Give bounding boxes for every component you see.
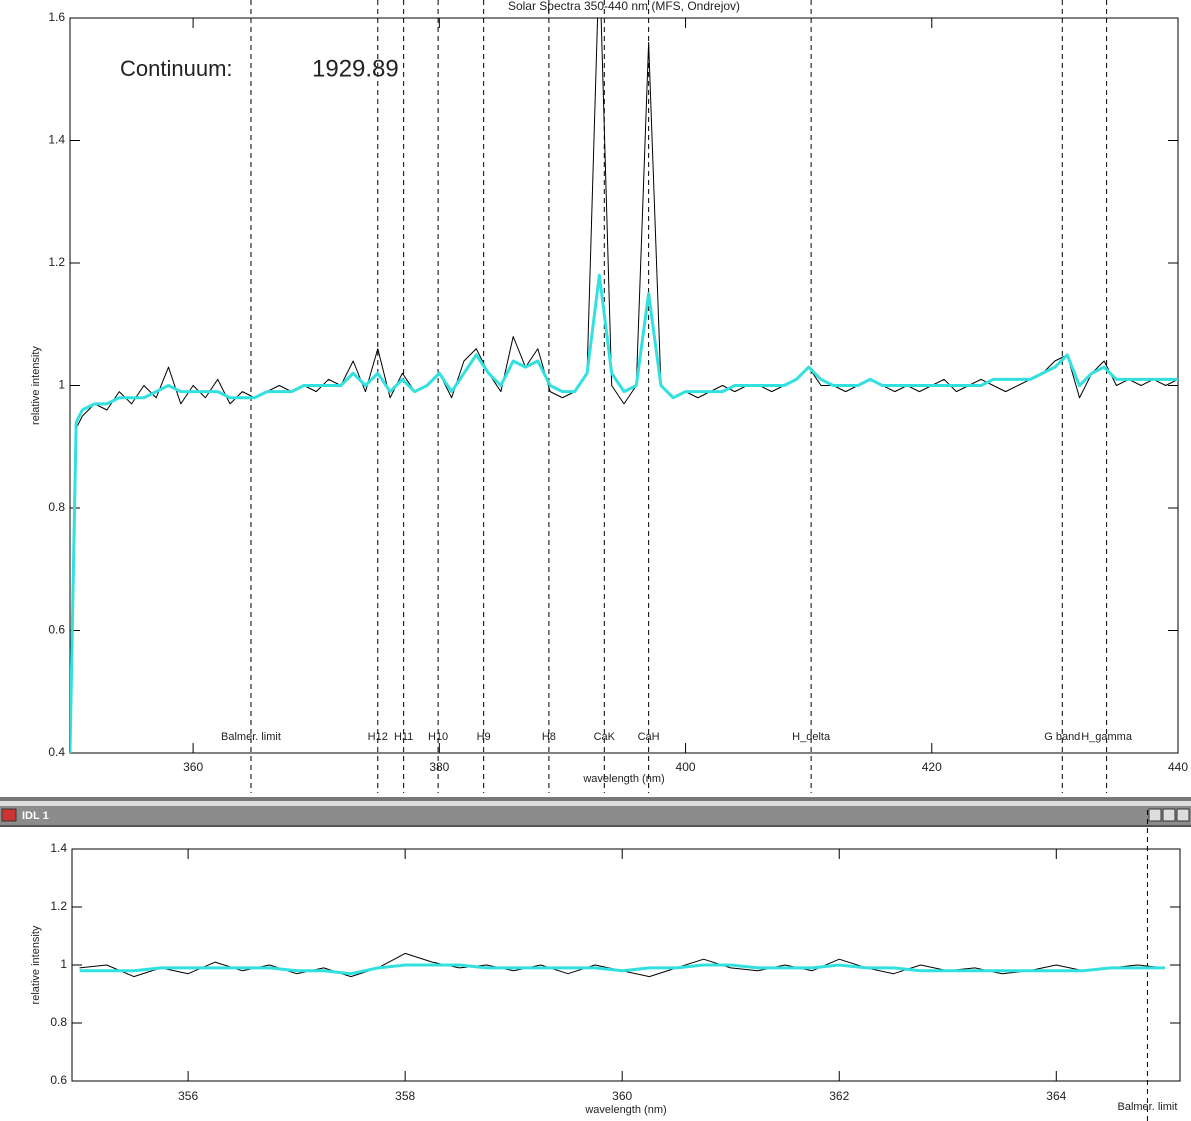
- plot-frame: [69, 17, 1179, 754]
- x-axis-label: wavelength (nm): [584, 1104, 666, 1116]
- x-axis-label: wavelength (nm): [582, 773, 664, 785]
- marker-label: H11: [394, 731, 413, 743]
- y-tick-label: 0.8: [50, 1015, 67, 1029]
- y-tick-label: 1.6: [48, 10, 65, 24]
- spectrum-line: [70, 18, 1178, 753]
- chart-title: Solar Spectra 350-440 nm (MFS, Ondrejov): [508, 0, 740, 13]
- y-axis-label: relative intensity: [30, 925, 42, 1004]
- y-tick-label: 0.8: [48, 500, 65, 514]
- plot-frame: [71, 848, 1181, 1082]
- y-tick-label: 1.2: [50, 899, 67, 913]
- marker-label: Balmer. limit: [1117, 1101, 1177, 1113]
- x-tick-label: 360: [612, 1089, 632, 1103]
- y-axis-label: relative intensity: [30, 346, 42, 425]
- title-bar: [0, 806, 1191, 825]
- x-tick-label: 364: [1046, 1089, 1066, 1103]
- y-tick-label: 1: [58, 378, 65, 392]
- marker-label: H8: [542, 731, 556, 743]
- y-tick-label: 0.6: [48, 623, 65, 637]
- x-tick-label: 400: [676, 760, 696, 774]
- marker-label: Balmer. limit: [221, 731, 281, 743]
- y-tick-label: 0.6: [50, 1073, 67, 1087]
- x-tick-label: 358: [395, 1089, 415, 1103]
- x-tick-label: 380: [429, 760, 449, 774]
- x-tick-label: 440: [1168, 760, 1188, 774]
- x-tick-label: 360: [183, 760, 203, 774]
- x-tick-label: 362: [829, 1089, 849, 1103]
- spectrum-line: [79, 963, 1165, 976]
- window-title: IDL 1: [22, 810, 49, 822]
- marker-label: CaK: [594, 731, 616, 743]
- maximize-button[interactable]: [1162, 808, 1176, 822]
- y-tick-label: 1.2: [48, 255, 65, 269]
- window-border: [0, 801, 1191, 806]
- marker-label: G band: [1044, 731, 1080, 743]
- marker-label: H_gamma: [1081, 731, 1133, 743]
- marker-label: H_delta: [792, 731, 831, 743]
- annotation: 1929.89: [312, 55, 399, 82]
- window-border: [0, 797, 1191, 801]
- marker-label: CaH: [638, 731, 660, 743]
- minimize-button[interactable]: [1148, 808, 1162, 822]
- marker-label: H12: [368, 731, 388, 743]
- y-tick-label: 0.4: [48, 745, 65, 759]
- window-icon[interactable]: [1, 808, 17, 822]
- close-button[interactable]: [1176, 808, 1190, 822]
- y-tick-label: 1: [60, 957, 67, 971]
- y-tick-label: 1.4: [50, 841, 67, 855]
- x-tick-label: 356: [178, 1089, 198, 1103]
- y-tick-label: 1.4: [48, 133, 65, 147]
- x-tick-label: 420: [922, 760, 942, 774]
- window-border: [0, 825, 1191, 827]
- annotation: Continuum:: [120, 56, 233, 81]
- spectrum-line: [70, 273, 1178, 753]
- marker-label: H9: [477, 731, 491, 743]
- marker-label: H10: [428, 731, 448, 743]
